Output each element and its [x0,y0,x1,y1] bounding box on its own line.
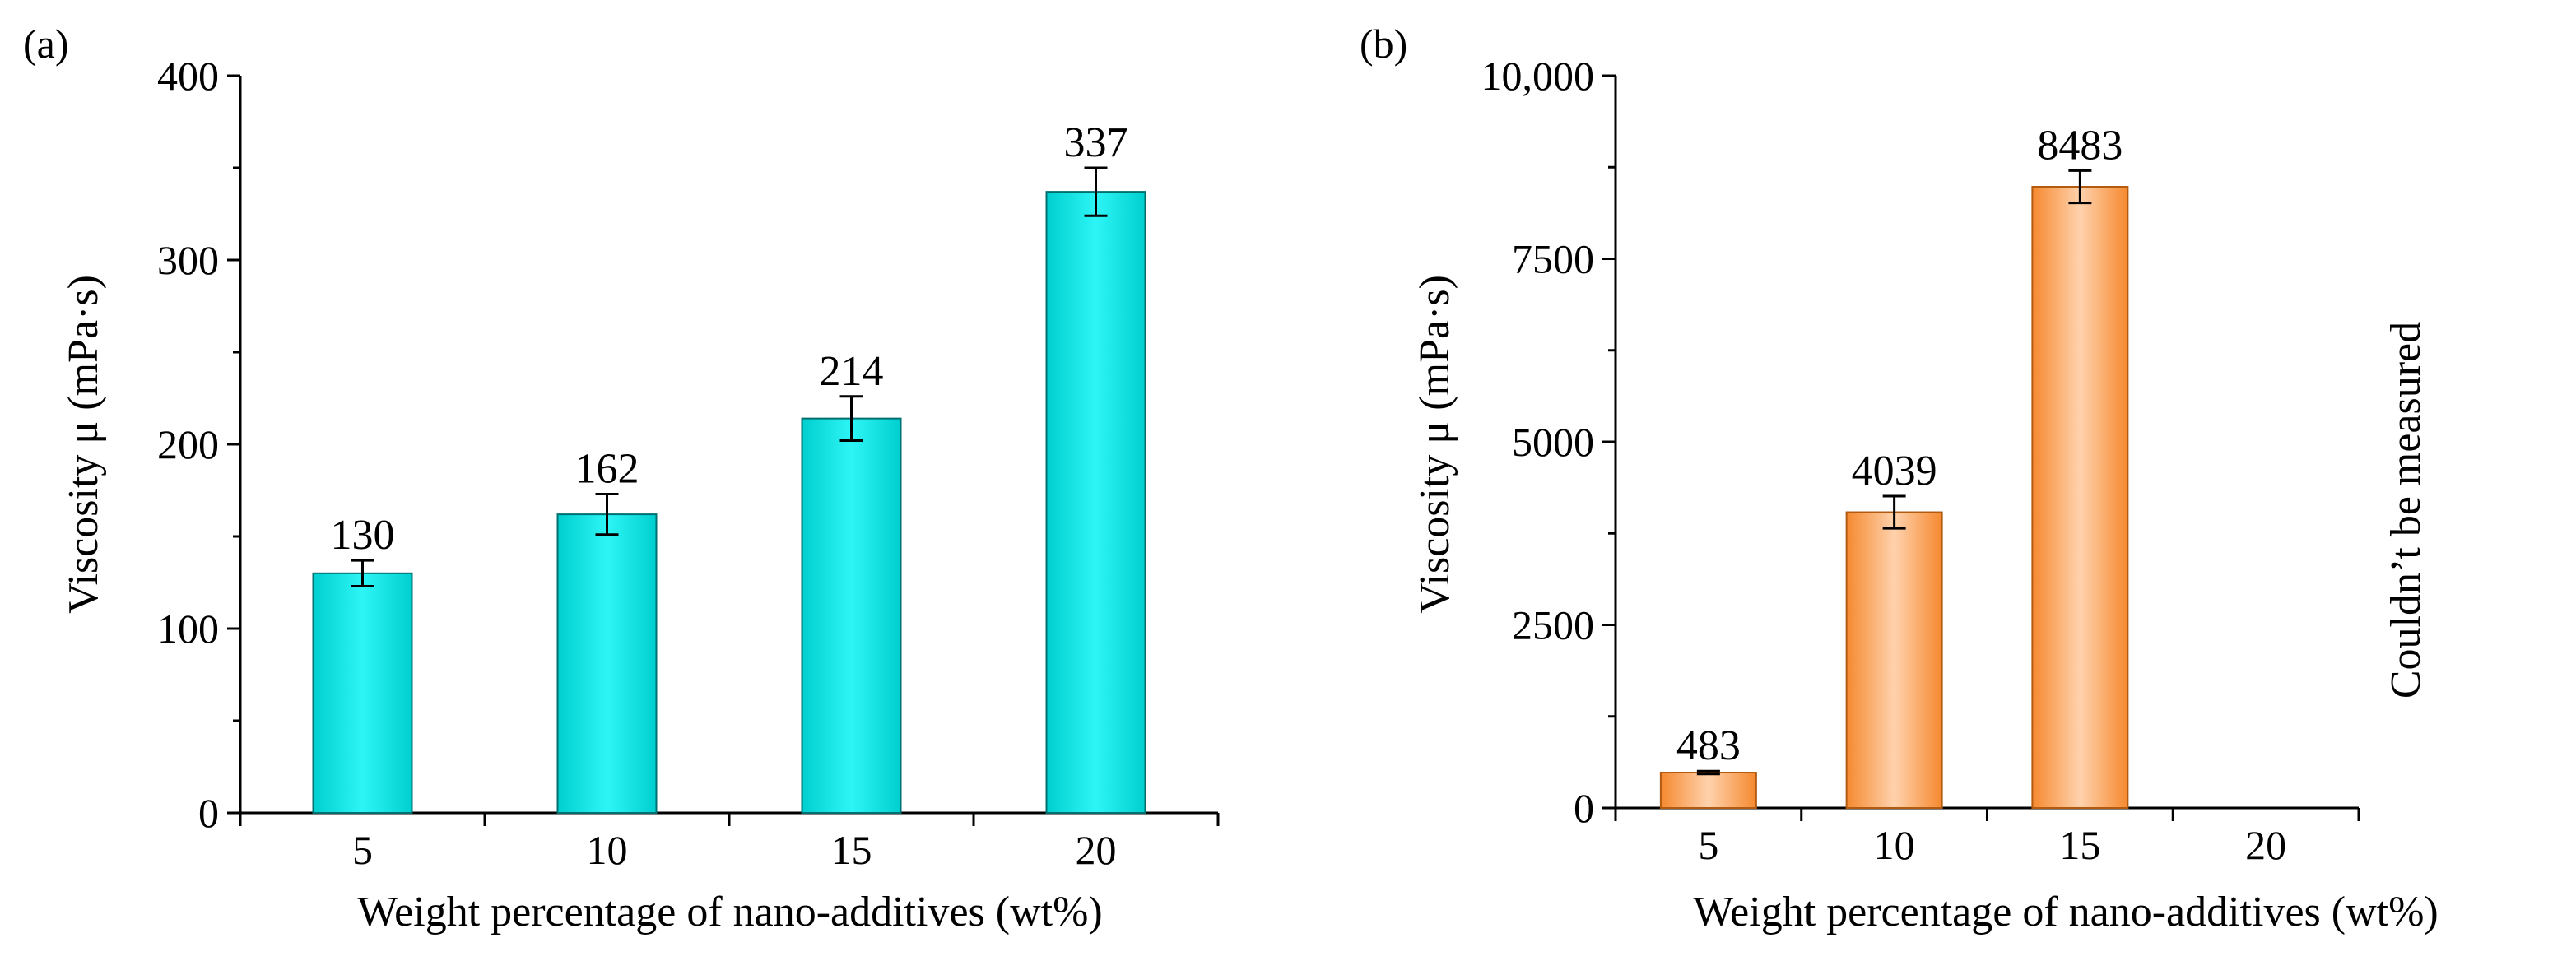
data-label-a: 337 [1064,119,1128,166]
data-label-a: 130 [331,512,395,559]
y-tick-label-b: 0 [1574,785,1594,831]
x-axis-title-b: Weight percentage of nano-additives (wt%… [1693,889,2438,935]
data-label-b: 4039 [1852,448,1937,494]
y-tick-label-a: 200 [157,421,219,467]
not-measured-annotation: Couldn’t be measured [2383,322,2430,699]
bar-b [1845,511,1943,809]
x-axis-title-a: Weight percentage of nano-additives (wt%… [357,889,1102,935]
data-label-a: 214 [820,348,884,395]
bar-b [2031,186,2129,809]
y-axis-title-b: Viscosity μ (mPa·s) [1411,275,1458,614]
x-tick-label-b: 5 [1698,822,1718,868]
x-tick-label-b: 20 [2245,822,2286,868]
bar-b [1659,772,1757,809]
axes-b: 0 2500 5000 7500 10,000 5 10 15 20 483 4039 8483 [1481,53,2360,868]
x-tick-label-a: 15 [831,827,872,873]
y-tick-label-a: 400 [157,53,219,99]
y-tick-label-a: 100 [157,606,219,652]
y-tick-label-b: 10,000 [1481,53,1595,99]
y-tick-label-b: 5000 [1512,419,1594,465]
x-tick-label-b: 10 [1874,822,1915,868]
y-tick-label-b: 7500 [1512,236,1594,282]
y-axis-title-a: Viscosity μ (mPa·s) [60,275,107,614]
y-tick-label-b: 2500 [1512,602,1594,648]
panel-label-b: (b) [1360,21,1407,67]
y-tick-label-a: 0 [198,790,219,836]
x-tick-label-a: 10 [587,827,628,873]
bar-a [1045,191,1146,814]
data-label-a: 162 [575,445,639,492]
chart-panel-a: (a) 0 100 200 300 400 5 10 15 20 130 162 214 337 Vis… [23,21,1220,935]
bar-a [312,572,413,814]
x-tick-label-a: 5 [352,827,373,873]
x-tick-label-b: 15 [2059,822,2100,868]
data-label-b: 483 [1676,722,1741,769]
y-tick-label-a: 300 [157,237,219,283]
panel-label-a: (a) [23,21,69,67]
data-label-b: 8483 [2037,122,2123,169]
bar-a [556,513,658,814]
x-tick-label-a: 20 [1076,827,1117,873]
bar-a [801,417,902,814]
axes-a: 0 100 200 300 400 5 10 15 20 130 162 214 337 [157,53,1220,873]
chart-panel-b: (b) 0 2500 5000 7500 10,000 5 10 15 20 483 4039 848… [1360,21,2439,935]
